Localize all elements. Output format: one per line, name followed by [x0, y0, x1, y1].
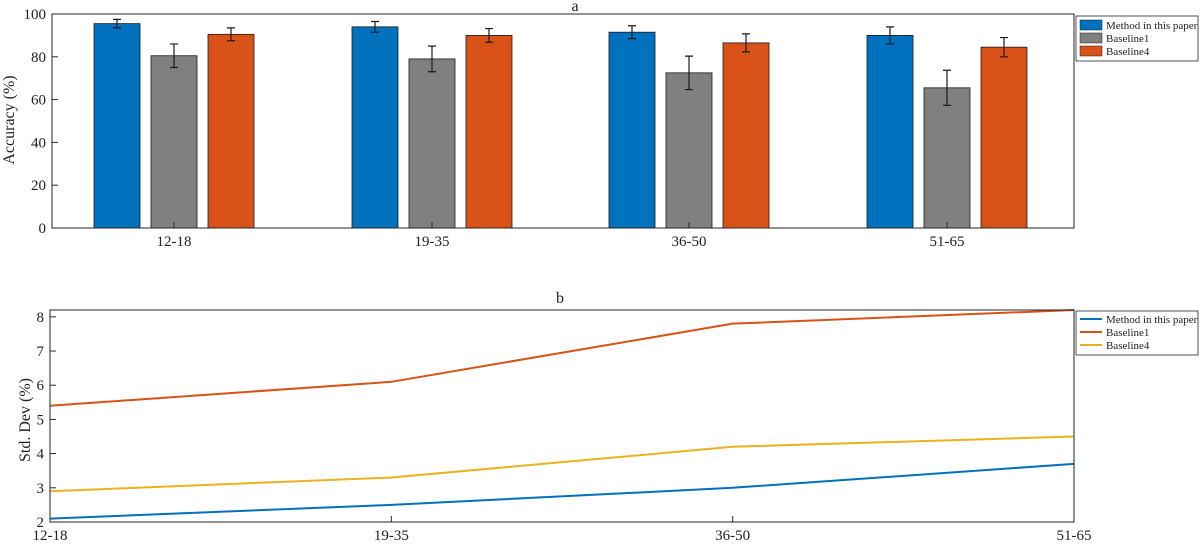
chart-a-ylabel: Accuracy (%) [1, 75, 18, 164]
chart-b-ylabel-group: Std. Dev (%) [17, 378, 34, 462]
error-bar-baseline4-51-65 [1000, 36, 1008, 58]
legend-swatch [1079, 32, 1103, 44]
chart-b: b Std. Dev (%) 2 3 4 5 6 7 8 12-18 19-35 36-50 51… [17, 290, 1199, 544]
error-bar-baseline4-36-50 [742, 33, 750, 53]
y-tick-label: 2 [37, 515, 45, 531]
error-bar-baseline1-51-65 [943, 69, 951, 106]
x-tick-label: 36-50 [672, 234, 707, 250]
legend-swatch [1079, 45, 1103, 57]
error-bar-baseline4-19-35 [485, 27, 493, 43]
chart-a-axes-box [51, 13, 1075, 229]
line-method-in-this-paper [49, 462, 1075, 520]
legend-label: Method in this paper [1106, 20, 1198, 32]
error-bar-baseline1-36-50 [685, 55, 693, 91]
error-bar-method-in-this-paper-51-65 [886, 26, 894, 45]
bar-baseline4-19-35 [465, 35, 513, 229]
error-bar-method-in-this-paper-12-18 [113, 18, 121, 29]
x-tick-label: 51-65 [1057, 528, 1092, 544]
line-baseline4 [49, 435, 1075, 493]
error-bar-method-in-this-paper-36-50 [628, 25, 636, 40]
chart-b-title: b [556, 290, 564, 307]
x-tick-label: 36-50 [715, 528, 750, 544]
y-tick-label: 4 [37, 447, 45, 463]
legend-swatch [1079, 19, 1103, 31]
chart-a-plot-area [93, 18, 1028, 229]
bar-baseline1-51-65 [923, 87, 971, 229]
chart-a: a Accuracy (%) 0 20 40 60 80 100 12-18 19-35 36… [1, 0, 1199, 250]
x-tick-label: 12-18 [33, 528, 68, 544]
y-tick-label: 5 [37, 412, 45, 428]
y-tick-label: 8 [37, 310, 45, 326]
legend-label: Method in this paper [1106, 314, 1198, 326]
x-tick-label: 19-35 [374, 528, 409, 544]
chart-a-title: a [571, 0, 578, 15]
bar-method-in-this-paper-12-18 [93, 23, 141, 229]
legend-label: Baseline4 [1106, 46, 1150, 58]
y-tick-label: 3 [37, 481, 45, 497]
error-bar-baseline1-12-18 [170, 43, 178, 69]
chart-b-x-ticks: 12-18 19-35 36-50 51-65 [33, 516, 1092, 544]
bar-baseline1-36-50 [665, 72, 713, 229]
bar-baseline4-36-50 [722, 42, 770, 229]
error-bar-method-in-this-paper-19-35 [371, 20, 379, 33]
y-tick-label: 0 [39, 221, 47, 237]
y-tick-label: 20 [31, 178, 46, 194]
bar-method-in-this-paper-19-35 [351, 26, 399, 229]
legend-label: Baseline1 [1106, 33, 1149, 45]
legend-label: Baseline4 [1106, 340, 1150, 352]
x-tick-label: 19-35 [415, 234, 450, 250]
bar-baseline1-19-35 [408, 58, 456, 229]
bar-baseline4-51-65 [980, 46, 1028, 229]
y-tick-label: 60 [31, 93, 46, 109]
x-tick-label: 51-65 [930, 234, 965, 250]
chart-a-x-ticks: 12-18 19-35 36-50 51-65 [157, 222, 965, 250]
y-tick-label: 6 [37, 378, 45, 394]
y-tick-label: 40 [31, 135, 46, 151]
chart-b-ylabel: Std. Dev (%) [17, 378, 34, 462]
line-baseline1 [49, 309, 1075, 407]
y-tick-label: 80 [31, 50, 46, 66]
error-bar-baseline1-19-35 [428, 45, 436, 73]
chart-b-plot-area [49, 309, 1075, 520]
chart-a-y-ticks: 0 20 40 60 80 100 [24, 7, 58, 237]
chart-b-axes-box [49, 309, 1075, 523]
bar-baseline1-12-18 [150, 55, 198, 229]
y-tick-label: 100 [24, 7, 47, 23]
bar-method-in-this-paper-36-50 [608, 31, 656, 229]
bar-baseline4-12-18 [207, 33, 255, 229]
legend-label: Baseline1 [1106, 327, 1149, 339]
chart-b-y-ticks: 2 3 4 5 6 7 8 [37, 310, 56, 531]
bar-method-in-this-paper-51-65 [866, 35, 914, 229]
x-tick-label: 12-18 [157, 234, 192, 250]
error-bar-baseline4-12-18 [227, 27, 235, 42]
chart-a-ylabel-group: Accuracy (%) [1, 75, 18, 164]
y-tick-label: 7 [37, 344, 45, 360]
